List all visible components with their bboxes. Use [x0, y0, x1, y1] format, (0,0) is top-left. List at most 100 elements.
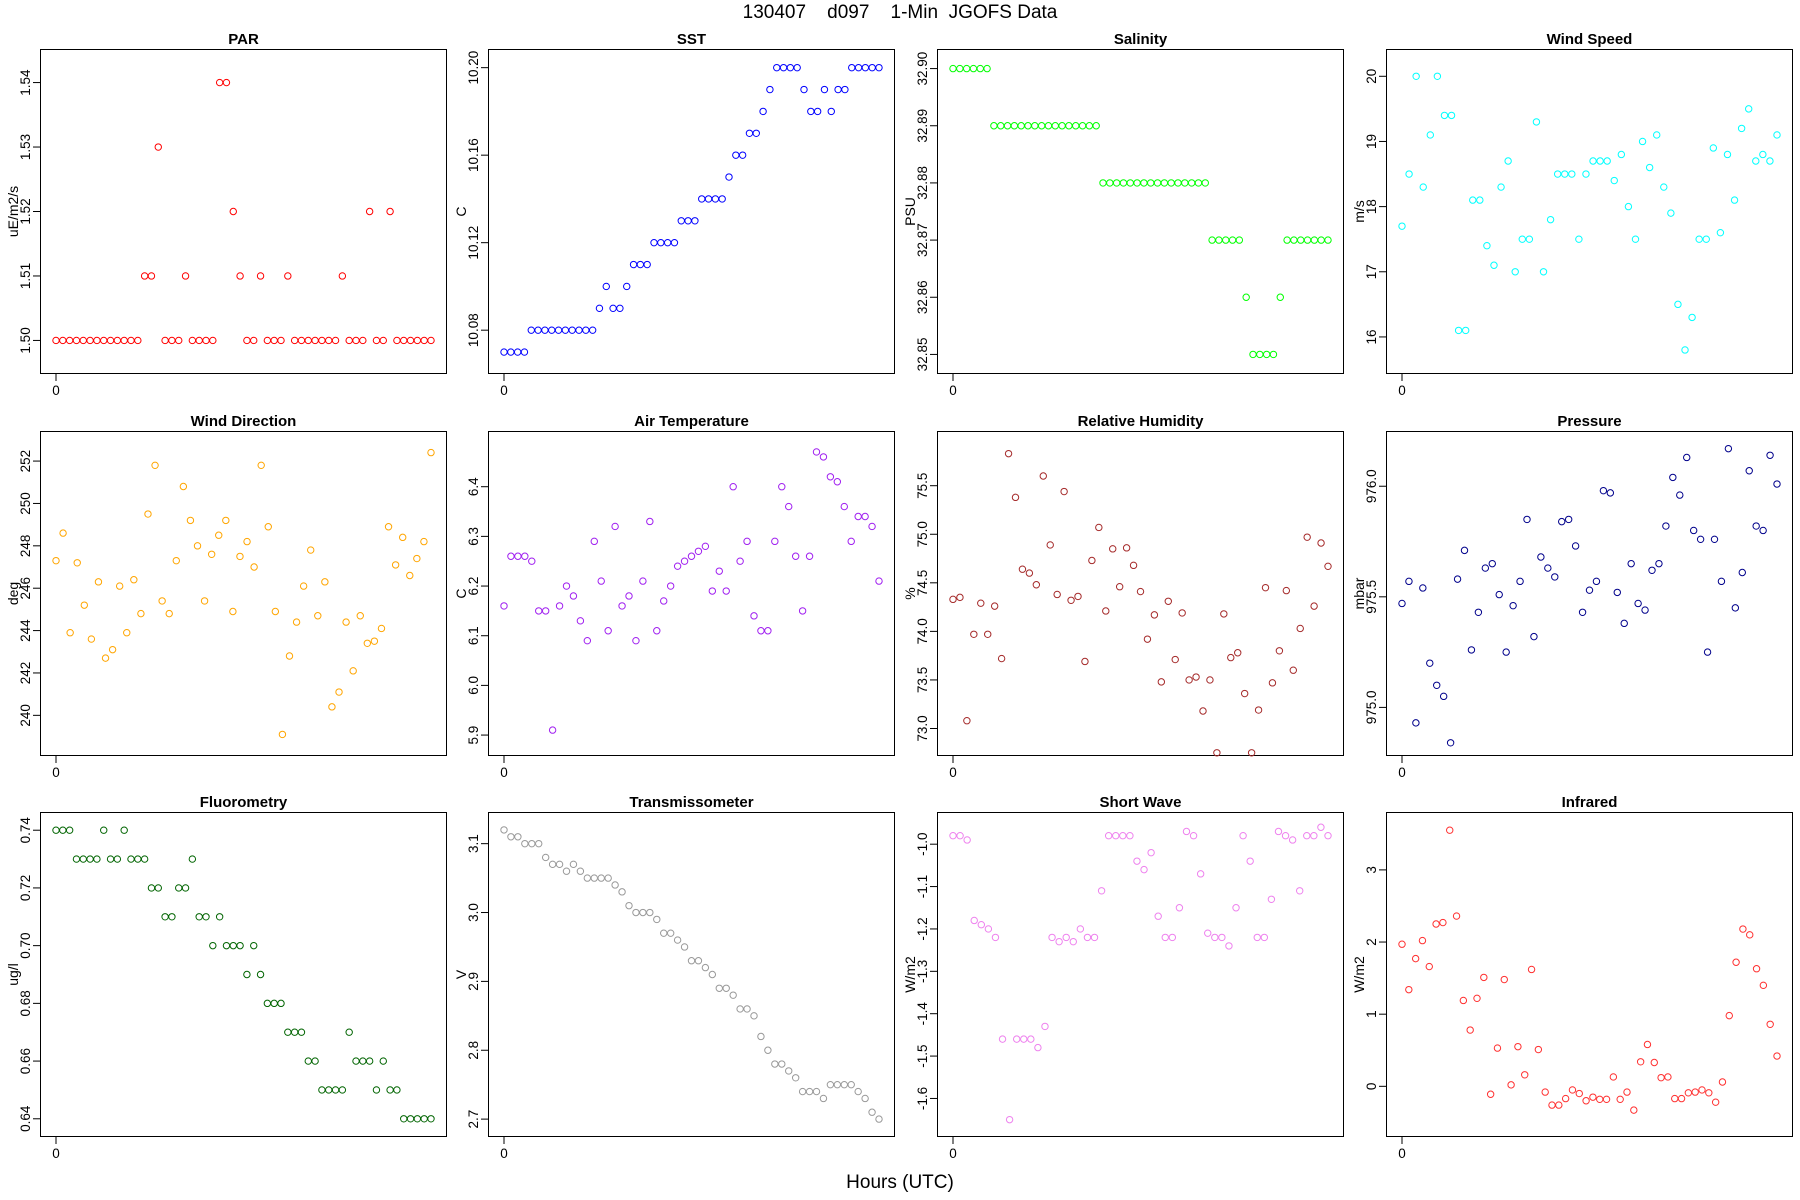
data-point: [1164, 597, 1172, 605]
data-point: [1634, 599, 1642, 608]
data-point: [998, 1035, 1007, 1043]
data-point: [745, 129, 754, 137]
data-point: [94, 578, 103, 586]
data-point: [984, 630, 992, 638]
data-point: [130, 576, 138, 584]
data-point: [290, 1028, 299, 1036]
panel-salinity: Salinity PSU 32.85 32.86 32.87 32.88 32.89 32.9…: [902, 31, 1344, 398]
y-tick-label: 5.9: [466, 726, 481, 745]
y-tick-label: 10.20: [466, 51, 481, 85]
data-point: [52, 556, 60, 565]
data-point: [1426, 659, 1434, 667]
y-axis-label: C: [453, 206, 469, 216]
data-point: [209, 941, 217, 950]
panel-title: Relative Humidity: [1078, 413, 1205, 430]
data-point: [222, 78, 231, 87]
data-point: [229, 207, 237, 216]
data-point: [393, 1086, 401, 1094]
data-point: [786, 63, 795, 72]
data-point: [541, 607, 550, 615]
data-point: [1317, 539, 1325, 547]
y-axis-label: PSU: [902, 197, 918, 226]
data-point: [420, 1115, 428, 1123]
data-point: [977, 921, 985, 929]
data-point: [243, 336, 251, 345]
data-point: [743, 1005, 751, 1013]
y-tick-label: 74.5: [915, 570, 930, 596]
data-point: [161, 336, 169, 345]
data-point: [798, 607, 807, 615]
plot-frame: [937, 49, 1344, 374]
data-point: [1133, 179, 1141, 187]
data-point: [1275, 647, 1284, 655]
data-point: [100, 826, 108, 834]
y-axis-label: W/m2: [1351, 956, 1367, 993]
data-point: [1447, 111, 1456, 120]
data-point: [264, 523, 272, 531]
y-tick-label: 20: [1364, 69, 1379, 84]
data-point: [386, 1086, 394, 1094]
data-point: [1631, 235, 1640, 243]
data-point: [115, 582, 124, 590]
data-point: [65, 336, 74, 345]
y-tick-label: 32.86: [915, 280, 930, 314]
data-point: [548, 726, 557, 734]
data-point: [636, 260, 645, 269]
data-point: [1324, 562, 1332, 571]
data-point: [1650, 1058, 1658, 1067]
data-point: [962, 64, 971, 73]
data-point: [1454, 326, 1463, 335]
data-point: [977, 599, 985, 607]
data-point: [1599, 486, 1608, 495]
data-point: [991, 933, 1000, 942]
data-point: [1514, 1042, 1522, 1051]
data-point: [1140, 865, 1148, 874]
data-point: [86, 855, 94, 863]
data-point: [1681, 346, 1689, 354]
data-point: [250, 336, 258, 345]
data-point: [1497, 183, 1505, 191]
data-point: [1031, 122, 1039, 130]
data-point: [1218, 933, 1226, 942]
data-point: [820, 85, 829, 94]
data-point: [222, 941, 231, 950]
data-point: [826, 473, 835, 481]
data-point: [1048, 933, 1056, 942]
data-point: [963, 717, 971, 725]
data-point: [1196, 870, 1205, 878]
y-axis-label: m/s: [1351, 200, 1367, 223]
data-point: [127, 855, 135, 863]
data-point: [297, 1028, 306, 1036]
data-point: [147, 884, 156, 892]
data-point: [1732, 958, 1740, 966]
data-point: [168, 336, 176, 345]
data-point: [1297, 236, 1305, 244]
panel-sst: SST C 10.08 10.12 10.16 10.20 0: [453, 31, 895, 398]
plot-frame: [1386, 49, 1793, 374]
data-point: [1459, 996, 1468, 1005]
data-point: [1303, 832, 1311, 840]
data-point: [759, 107, 767, 116]
y-tick-label: 1.51: [18, 263, 33, 289]
data-point: [1160, 179, 1169, 187]
data-point: [215, 531, 223, 539]
data-point: [1269, 350, 1278, 359]
data-point: [521, 552, 529, 560]
data-point: [868, 1108, 876, 1116]
data-point: [1143, 635, 1152, 643]
data-point: [331, 1086, 340, 1094]
data-point: [1527, 965, 1536, 974]
data-point: [990, 122, 998, 130]
data-point: [127, 336, 135, 345]
data-point: [1147, 848, 1155, 857]
data-point: [59, 336, 67, 345]
panel-title: Wind Speed: [1547, 31, 1633, 48]
data-point: [1268, 679, 1277, 687]
data-point: [1766, 157, 1774, 165]
data-point: [1596, 1095, 1604, 1104]
x-tick-label: 0: [500, 1146, 508, 1161]
data-point: [284, 272, 292, 280]
data-point: [1759, 150, 1767, 159]
data-point: [1759, 526, 1767, 535]
data-point: [243, 537, 251, 546]
